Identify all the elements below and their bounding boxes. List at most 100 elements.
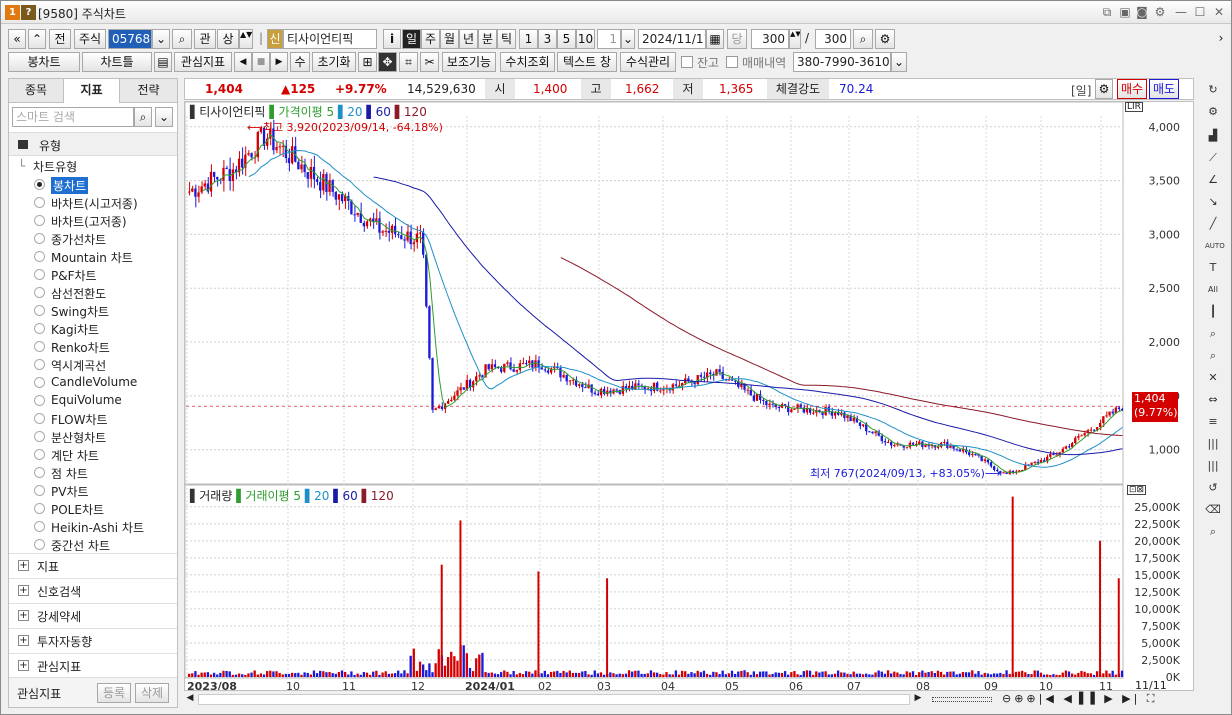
play-back-icon[interactable]: ◀ — [234, 52, 252, 72]
trades-checkbox[interactable] — [726, 56, 738, 68]
count-input[interactable]: 300 — [751, 29, 789, 49]
chart-type-item[interactable]: 중간선 차트 — [51, 539, 111, 553]
chart-type-radio[interactable] — [34, 359, 45, 370]
chart-type-radio[interactable] — [34, 377, 45, 388]
camera-icon[interactable]: ◙ — [1136, 5, 1148, 19]
tab-strategy[interactable]: 전략 — [120, 79, 177, 103]
angle-line-icon[interactable]: ∠ — [1208, 173, 1218, 186]
chart-type-item[interactable]: PV차트 — [51, 485, 89, 499]
undo-icon[interactable]: ↺ — [1208, 481, 1218, 494]
layout-icon[interactable]: ▣ — [1119, 5, 1131, 19]
info-icon[interactable]: i — [383, 29, 401, 49]
chart-type-item[interactable]: 종가선차트 — [51, 233, 107, 247]
candle-icon[interactable]: ┃ — [1209, 305, 1217, 318]
chart-type-radio[interactable] — [34, 395, 45, 406]
sell-button[interactable]: 매도 — [1149, 79, 1179, 99]
cross-icon[interactable]: ✕ — [1208, 371, 1218, 384]
chart-svg[interactable]: 4,0003,5003,0002,5002,0001,5001,00025,00… — [184, 101, 1193, 693]
text-icon[interactable]: T — [1209, 261, 1217, 274]
code-dropdown-icon[interactable]: ⌄ — [152, 29, 170, 49]
chart-type-radio[interactable] — [34, 251, 45, 262]
chart-template-button[interactable]: 차트틀 — [82, 52, 152, 72]
text-window-button[interactable]: 텍스트 창 — [557, 52, 617, 72]
chart-type-item[interactable]: EquiVolume — [51, 393, 122, 407]
link-icon[interactable]: ⧉ — [1102, 5, 1112, 19]
help-icon[interactable]: ? — [21, 5, 36, 20]
rank-button[interactable]: 상 — [217, 29, 239, 49]
maximize-icon[interactable]: ☐ — [1194, 5, 1206, 19]
period-icon[interactable]: ⇔ — [1208, 393, 1218, 406]
chart-type-radio[interactable] — [34, 197, 45, 208]
chart-type-item[interactable]: P&F차트 — [51, 269, 97, 283]
chart-type-item[interactable]: 봉차트 — [51, 177, 89, 194]
close-icon[interactable]: ✕ — [1213, 5, 1225, 19]
zoom-area-icon[interactable]: ⌕ — [1209, 349, 1217, 362]
chart-type-item[interactable]: POLE차트 — [51, 503, 105, 517]
balance-checkbox[interactable] — [681, 56, 693, 68]
interval-input[interactable]: 1 — [597, 29, 621, 49]
buy-button[interactable]: 매수 — [1117, 79, 1147, 99]
tab-stock[interactable]: 종목 — [9, 79, 64, 103]
zoom-slider[interactable] — [932, 697, 992, 702]
smart-search-input[interactable]: 스마트 검색 — [12, 107, 134, 127]
crosshair-window-icon[interactable]: ⊞ — [358, 52, 377, 72]
chart-type-radio[interactable] — [34, 179, 45, 190]
expand-icon[interactable]: + — [18, 660, 29, 671]
chart-type-item[interactable]: 삼선전환도 — [51, 287, 107, 301]
fibo-icon[interactable]: ≡ — [1208, 415, 1218, 428]
gear-icon[interactable]: ⚙ — [875, 29, 895, 49]
indicator-group[interactable]: + 신호검색 — [9, 578, 177, 602]
chart-type-radio[interactable] — [34, 521, 45, 532]
line-icon[interactable]: ╱ — [1209, 217, 1217, 230]
ray-icon[interactable]: ↘ — [1208, 195, 1218, 208]
lir-icon[interactable]: LIR — [1125, 102, 1143, 112]
tab-indicator[interactable]: 지표 — [64, 79, 120, 103]
indicator-group[interactable]: + 투자자동향 — [9, 628, 177, 652]
type-section[interactable]: 유형 — [9, 132, 177, 156]
indicator-group[interactable]: + 강세약세 — [9, 603, 177, 627]
prev-icon[interactable]: ⌃ — [28, 29, 46, 49]
calendar-icon[interactable]: ▦ — [706, 29, 724, 49]
watch-button[interactable]: 관 — [194, 29, 216, 49]
chart-type-radio[interactable] — [34, 323, 45, 334]
period-month[interactable]: 월 — [440, 29, 459, 49]
chart-type-radio[interactable] — [34, 305, 45, 316]
reset-button[interactable]: 초기화 — [312, 52, 356, 72]
scroll-track[interactable] — [198, 694, 910, 705]
refresh-icon[interactable]: ↻ — [1208, 83, 1218, 96]
panel-minmax-icon[interactable]: ⊡⊠ — [1127, 485, 1147, 495]
chart-type-item[interactable]: FLOW차트 — [51, 413, 108, 427]
auto-icon[interactable]: AUTO — [1205, 242, 1225, 250]
chart-type-item[interactable]: 분산형차트 — [51, 431, 107, 445]
stop-icon[interactable]: ■ — [252, 52, 270, 72]
interval-1[interactable]: 1 — [519, 29, 538, 49]
period-minute[interactable]: 분 — [478, 29, 497, 49]
chart-type-radio[interactable] — [34, 539, 45, 550]
first-icon[interactable]: « — [8, 29, 26, 49]
period-tick[interactable]: 틱 — [497, 29, 516, 49]
account-select[interactable]: 380-7990-3610-1 — [793, 52, 891, 72]
register-button[interactable]: 등록 — [97, 683, 131, 703]
interval-5[interactable]: 5 — [557, 29, 576, 49]
expand-icon[interactable]: + — [18, 585, 29, 596]
play-icon[interactable]: ▶ — [270, 52, 288, 72]
eraser-icon[interactable]: ⌫ — [1205, 503, 1221, 516]
watch-indicator-button[interactable]: 관심지표 — [174, 52, 232, 72]
formula-button[interactable]: 수식관리 — [620, 52, 676, 72]
chart-type-radio[interactable] — [34, 341, 45, 352]
search-icon[interactable]: ⌕ — [134, 107, 152, 127]
count-spin-icon[interactable]: ▲▼ — [789, 29, 801, 49]
scissors-icon[interactable]: ✂ — [420, 52, 439, 72]
period-year[interactable]: 년 — [459, 29, 478, 49]
expand-right-icon[interactable]: › — [1218, 31, 1224, 45]
chart-type-radio[interactable] — [34, 413, 45, 424]
chart-type-item[interactable]: 역시계곡선 — [51, 359, 107, 373]
chart-type-item[interactable]: 점 차트 — [51, 467, 88, 481]
chart-type-item[interactable]: Swing차트 — [51, 305, 110, 319]
scroll-right-icon[interactable]: ▶ — [914, 693, 922, 703]
chart-type-radio[interactable] — [34, 467, 45, 478]
indicator-group[interactable]: + 지표 — [9, 553, 177, 577]
save-icon[interactable]: ▤ — [154, 52, 172, 72]
interval-dropdown-icon[interactable]: ⌄ — [621, 29, 635, 49]
today-button[interactable]: 당 — [727, 29, 747, 49]
